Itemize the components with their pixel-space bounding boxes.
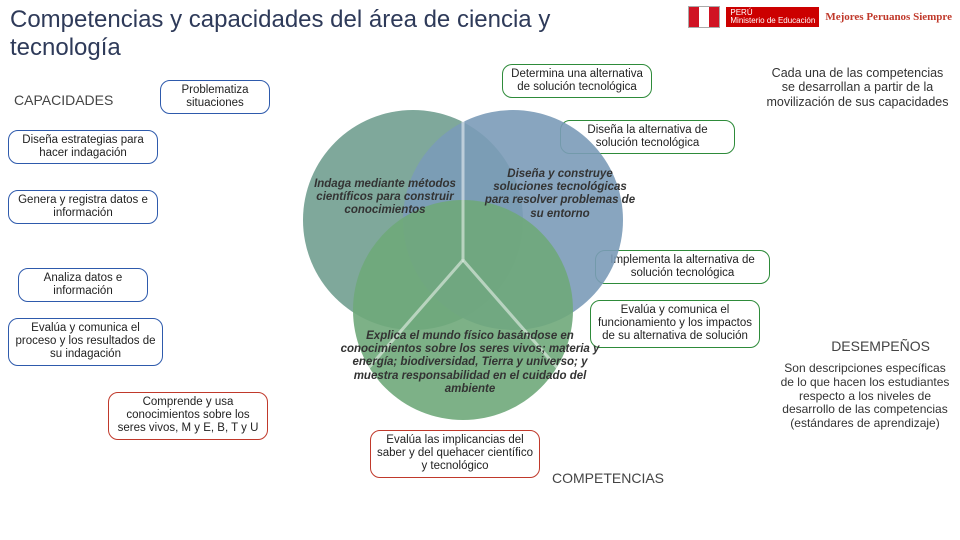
box-estrategias: Diseña estrategias para hacer indagación: [8, 130, 158, 164]
box-genera: Genera y registra datos e información: [8, 190, 158, 224]
right-text-competencias: Cada una de las competencias se desarrol…: [765, 66, 950, 109]
box-comprende: Comprende y usa conocimientos sobre los …: [108, 392, 268, 440]
page-title: Competencias y capacidades del área de c…: [10, 6, 650, 61]
comp-explica: Explica el mundo físico basándose en con…: [330, 330, 610, 396]
box-analiza: Analiza datos e información: [18, 268, 148, 302]
slogan-logo: Mejores Peruanos Siempre: [825, 12, 952, 23]
capacidades-label: CAPACIDADES: [14, 92, 113, 108]
comp-disena: Diseña y construye soluciones tecnológic…: [480, 168, 640, 221]
box-evalua-implicancias: Evalúa las implicancias del saber y del …: [370, 430, 540, 478]
box-evalua-proceso: Evalúa y comunica el proceso y los resul…: [8, 318, 163, 366]
competencias-label: COMPETENCIAS: [552, 470, 664, 486]
desempenos-label: DESEMPEÑOS: [831, 338, 930, 354]
box-problematiza: Problematiza situaciones: [160, 80, 270, 114]
ministry-logo: PERÚ Ministerio de Educación: [726, 7, 819, 27]
peru-flag-icon: [688, 6, 720, 28]
right-text-desempenos: Son descripciones específicas de lo que …: [780, 362, 950, 431]
box-determina: Determina una alternativa de solución te…: [502, 64, 652, 98]
header-logos: PERÚ Ministerio de Educación Mejores Per…: [688, 6, 952, 28]
comp-indaga: Indaga mediante métodos científicos para…: [310, 178, 460, 218]
